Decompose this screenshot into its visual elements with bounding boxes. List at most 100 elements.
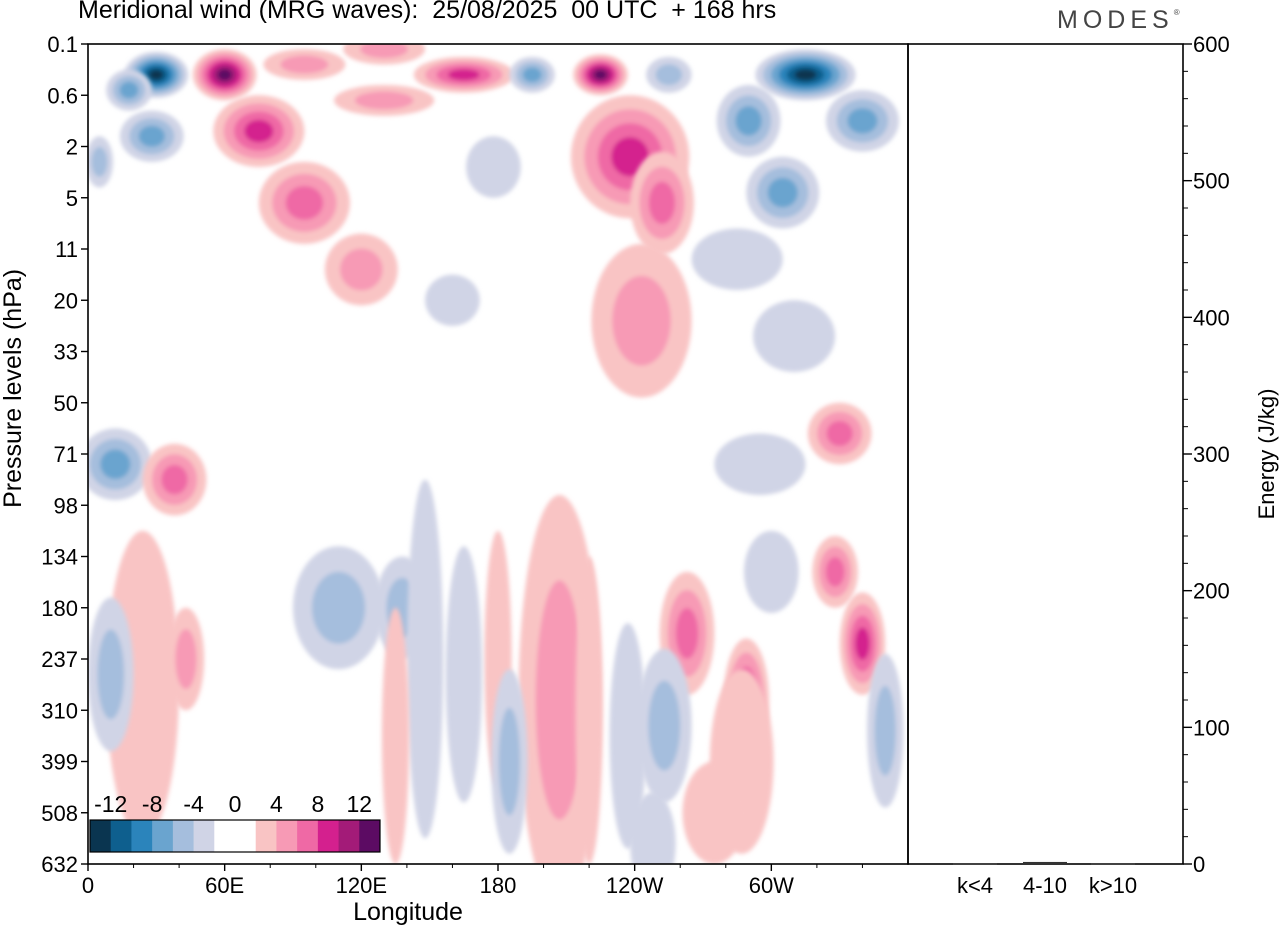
y-tick-label: 71 [54, 442, 78, 467]
contour-band [498, 707, 521, 816]
contour-band [340, 248, 383, 291]
contour-feature [106, 69, 152, 111]
contour-band [91, 146, 108, 177]
contour-feature [258, 161, 350, 244]
contour-band [97, 629, 125, 720]
contour-band [825, 557, 845, 587]
colorbar-label: -12 [94, 791, 127, 817]
colorbar-swatch [214, 820, 236, 852]
contour-feature [263, 49, 346, 80]
contour-feature [630, 792, 676, 864]
y-tick-label: 508 [41, 801, 78, 826]
contour-band [735, 106, 762, 136]
y-tick-label: 310 [41, 698, 78, 723]
contour-feature [106, 530, 180, 839]
brand-logo: MODES® [1057, 6, 1180, 35]
contour-feature [753, 300, 836, 372]
y-tick-label: 237 [41, 647, 78, 672]
energy-bar [1023, 861, 1067, 864]
contour-feature [406, 479, 444, 839]
energy-bar [953, 863, 997, 865]
contour-feature [839, 592, 886, 695]
y-tick-label: 2 [66, 135, 78, 160]
x-tick-label: 120E [336, 873, 387, 898]
contour-feature [636, 648, 692, 803]
contour-feature [591, 243, 692, 398]
energy-tick-label: 0 [1193, 852, 1205, 877]
colorbar-label: -8 [142, 791, 162, 817]
contour-feature [119, 110, 184, 162]
contour-feature [746, 156, 820, 229]
axes: 0.1 0.6 2 5 11 20 33 50 71 98 134 180 237 310 399 508 63… [0, 32, 863, 926]
colorbar-swatch [90, 820, 112, 852]
contour-band [445, 546, 483, 803]
contour-band [285, 185, 324, 220]
colorbar-border [89, 819, 381, 853]
energy-tick-label: 100 [1193, 715, 1230, 740]
contour-band [874, 685, 896, 776]
contour-band [575, 556, 603, 864]
energy-bar [1091, 863, 1135, 865]
contour-feature [213, 95, 305, 167]
contour-feature [381, 607, 410, 864]
contour-feature [445, 546, 483, 803]
contour-band [744, 530, 799, 613]
contour-band [354, 91, 414, 110]
contour-band [311, 571, 366, 644]
colorbar-swatch [172, 820, 195, 852]
contour-feature [466, 136, 521, 198]
contour-band [847, 108, 878, 134]
contour-band [675, 608, 699, 659]
colorbar-swatch [297, 820, 319, 852]
x-tick-label: 180 [480, 873, 517, 898]
contour-band [535, 580, 584, 820]
contour-feature [609, 623, 647, 849]
contour-feature [646, 56, 692, 93]
contour-band [425, 274, 480, 326]
contour-feature [867, 653, 904, 808]
y-tick-label: 399 [41, 750, 78, 775]
energy-tick-label: 500 [1193, 169, 1230, 194]
x-axis-label: Longitude [353, 898, 463, 926]
contour-feature [293, 546, 385, 670]
energy-tick-label: 400 [1193, 305, 1230, 330]
contour-feature [716, 85, 781, 157]
contour-band [466, 136, 521, 198]
y-tick-label: 180 [41, 596, 78, 621]
contour-feature [192, 49, 257, 101]
chart-title: Meridional wind (MRG waves): 25/08/2025 … [78, 0, 777, 24]
colorbar-label: -4 [183, 791, 204, 817]
energy-panel: 0 100 200 300 400 500 600 Energy (J/kg) k<4 4-10 k… [907, 32, 1279, 898]
x-tick-label: 60W [749, 873, 794, 898]
brand-logo-text: MODES [1057, 6, 1174, 34]
colorbar-swatch [255, 820, 277, 852]
contour-band [447, 69, 480, 81]
x-tick-label: 120W [606, 873, 664, 898]
contour-feature [88, 136, 114, 188]
contour-band [682, 761, 747, 864]
y-tick-label: 134 [41, 545, 78, 570]
colorbar-label: 4 [270, 791, 283, 817]
contour-band [381, 607, 410, 864]
contour-band [655, 64, 683, 86]
contour-feature [573, 54, 628, 96]
energy-category-label: 4-10 [1023, 873, 1067, 898]
energy-tick-label: 300 [1193, 442, 1230, 467]
contour-band [855, 627, 870, 660]
contour-feature [807, 402, 872, 465]
contour-band [280, 55, 329, 74]
colorbar-swatch [359, 820, 381, 852]
contour-feature [343, 44, 426, 65]
colorbar-swatch [193, 820, 215, 852]
y-tick-label: 11 [55, 237, 78, 262]
contour-feature [324, 233, 398, 306]
contour-band [753, 300, 836, 372]
colorbar-label: 8 [311, 791, 324, 817]
contour-fills [88, 44, 904, 864]
energy-category-label: k>10 [1089, 873, 1137, 898]
contour-band [161, 464, 188, 495]
contour-feature [691, 228, 783, 290]
contour-band [826, 420, 853, 447]
contour-feature [714, 433, 806, 495]
